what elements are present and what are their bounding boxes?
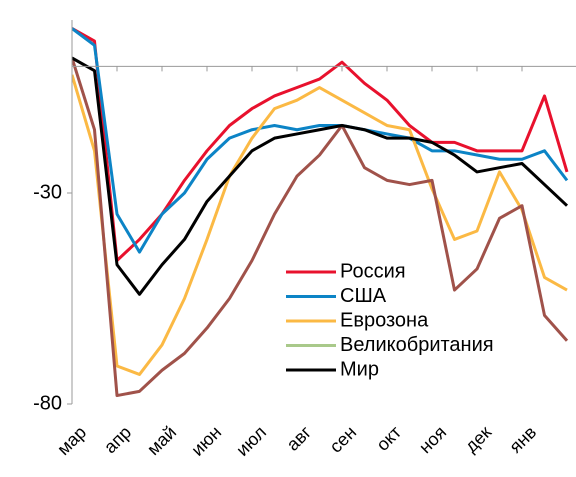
legend-label: Еврозона (340, 309, 429, 331)
legend-label: Мир (340, 358, 379, 380)
plot-area (72, 27, 569, 398)
x-tick-label: июн (187, 422, 225, 460)
x-tick-label: янв (505, 422, 540, 457)
legend-label: Великобритания (340, 334, 494, 356)
y-tick-label: -80 (33, 392, 62, 414)
x-tick-label: мар (53, 422, 90, 459)
x-tick-label: авг (283, 422, 316, 455)
series-line (72, 56, 569, 296)
x-tick-label: июл (232, 422, 270, 460)
x-tick-label: окт (372, 422, 405, 455)
x-tick-label: ноя (415, 422, 450, 457)
legend-label: США (340, 285, 387, 307)
x-tick-label: апр (100, 422, 135, 457)
legend-label: Россия (340, 260, 406, 282)
x-tick-label: сен (326, 422, 361, 457)
series-line (72, 27, 569, 263)
series-line (72, 74, 568, 376)
x-tick-label: дек (461, 422, 495, 456)
y-tick-label: -30 (33, 181, 62, 203)
series-line (72, 27, 569, 254)
series-line (72, 57, 569, 398)
x-tick-label: май (143, 422, 180, 459)
